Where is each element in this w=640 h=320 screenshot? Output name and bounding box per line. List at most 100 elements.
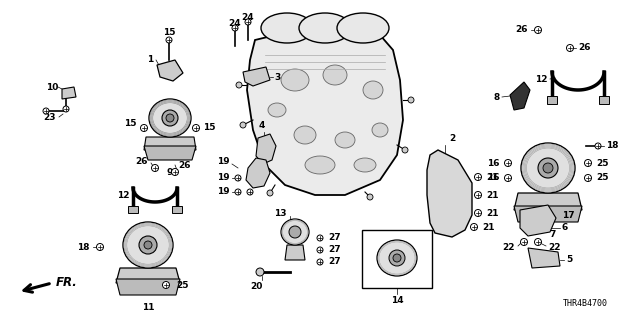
Polygon shape bbox=[243, 67, 270, 86]
Circle shape bbox=[235, 175, 241, 181]
Polygon shape bbox=[246, 158, 270, 188]
Circle shape bbox=[240, 122, 246, 128]
Ellipse shape bbox=[377, 240, 417, 276]
Circle shape bbox=[232, 25, 238, 31]
Polygon shape bbox=[128, 206, 138, 213]
Text: 15: 15 bbox=[163, 28, 175, 37]
Polygon shape bbox=[62, 87, 76, 99]
Circle shape bbox=[166, 114, 174, 122]
Text: 22: 22 bbox=[502, 244, 515, 252]
Circle shape bbox=[408, 97, 414, 103]
Polygon shape bbox=[116, 268, 180, 283]
Circle shape bbox=[193, 124, 200, 132]
Text: 25: 25 bbox=[596, 158, 609, 167]
Ellipse shape bbox=[521, 143, 575, 193]
Circle shape bbox=[256, 268, 264, 276]
Circle shape bbox=[474, 173, 481, 180]
Ellipse shape bbox=[281, 69, 309, 91]
Text: 27: 27 bbox=[328, 234, 340, 243]
Circle shape bbox=[389, 250, 405, 266]
Circle shape bbox=[584, 174, 591, 181]
Circle shape bbox=[152, 164, 159, 172]
Text: 7: 7 bbox=[550, 230, 556, 239]
Text: 12: 12 bbox=[536, 76, 548, 84]
Text: 18: 18 bbox=[606, 141, 618, 150]
Circle shape bbox=[163, 282, 170, 289]
Text: 19: 19 bbox=[218, 157, 230, 166]
Text: 27: 27 bbox=[328, 258, 340, 267]
Text: 15: 15 bbox=[125, 118, 137, 127]
Ellipse shape bbox=[294, 126, 316, 144]
Text: 21: 21 bbox=[486, 209, 499, 218]
Text: THR4B4700: THR4B4700 bbox=[563, 299, 608, 308]
Text: 17: 17 bbox=[562, 211, 575, 220]
Circle shape bbox=[402, 147, 408, 153]
Bar bbox=[362, 230, 432, 288]
Polygon shape bbox=[528, 248, 560, 268]
Ellipse shape bbox=[337, 13, 389, 43]
Circle shape bbox=[139, 236, 157, 254]
Text: 10: 10 bbox=[45, 83, 58, 92]
Circle shape bbox=[474, 210, 481, 217]
Text: 20: 20 bbox=[250, 282, 262, 291]
Text: 24: 24 bbox=[242, 13, 254, 22]
Circle shape bbox=[63, 106, 69, 112]
Ellipse shape bbox=[281, 219, 309, 245]
Polygon shape bbox=[285, 245, 305, 260]
Polygon shape bbox=[256, 134, 276, 164]
Ellipse shape bbox=[372, 123, 388, 137]
Ellipse shape bbox=[335, 132, 355, 148]
Text: 26: 26 bbox=[578, 44, 591, 52]
Text: 3: 3 bbox=[274, 73, 280, 82]
Text: 23: 23 bbox=[44, 113, 56, 122]
Ellipse shape bbox=[261, 13, 313, 43]
Text: 8: 8 bbox=[493, 93, 500, 102]
Text: 21: 21 bbox=[486, 190, 499, 199]
Polygon shape bbox=[510, 82, 530, 110]
Circle shape bbox=[267, 190, 273, 196]
Text: 27: 27 bbox=[328, 245, 340, 254]
Polygon shape bbox=[547, 96, 557, 104]
Circle shape bbox=[470, 223, 477, 230]
Text: 19: 19 bbox=[218, 173, 230, 182]
Text: 1: 1 bbox=[147, 54, 153, 63]
Ellipse shape bbox=[363, 81, 383, 99]
Circle shape bbox=[543, 163, 553, 173]
Circle shape bbox=[504, 174, 511, 181]
Text: 4: 4 bbox=[259, 121, 265, 130]
Polygon shape bbox=[157, 60, 183, 81]
Circle shape bbox=[538, 158, 558, 178]
Circle shape bbox=[97, 244, 104, 251]
Text: 26: 26 bbox=[136, 157, 148, 166]
Text: 6: 6 bbox=[562, 223, 568, 233]
Text: 26: 26 bbox=[515, 26, 528, 35]
Circle shape bbox=[317, 247, 323, 253]
Text: 9: 9 bbox=[167, 168, 173, 177]
Polygon shape bbox=[172, 206, 182, 213]
Circle shape bbox=[43, 108, 49, 114]
Text: 25: 25 bbox=[596, 173, 609, 182]
Text: 21: 21 bbox=[482, 222, 495, 231]
Text: 16: 16 bbox=[488, 158, 500, 167]
Text: 22: 22 bbox=[548, 244, 561, 252]
Polygon shape bbox=[427, 150, 472, 237]
Circle shape bbox=[289, 226, 301, 238]
Circle shape bbox=[317, 235, 323, 241]
Polygon shape bbox=[144, 146, 196, 160]
Ellipse shape bbox=[268, 103, 286, 117]
Polygon shape bbox=[514, 193, 582, 210]
Ellipse shape bbox=[323, 65, 347, 85]
Circle shape bbox=[595, 143, 601, 149]
Circle shape bbox=[166, 37, 172, 43]
Ellipse shape bbox=[149, 99, 191, 137]
Circle shape bbox=[141, 124, 147, 132]
Polygon shape bbox=[144, 137, 196, 150]
Polygon shape bbox=[514, 206, 582, 222]
Text: 25: 25 bbox=[176, 281, 189, 290]
Text: 12: 12 bbox=[118, 191, 130, 201]
Circle shape bbox=[566, 44, 573, 52]
Polygon shape bbox=[116, 279, 180, 295]
Circle shape bbox=[317, 259, 323, 265]
Text: FR.: FR. bbox=[56, 276, 77, 290]
Circle shape bbox=[504, 159, 511, 166]
